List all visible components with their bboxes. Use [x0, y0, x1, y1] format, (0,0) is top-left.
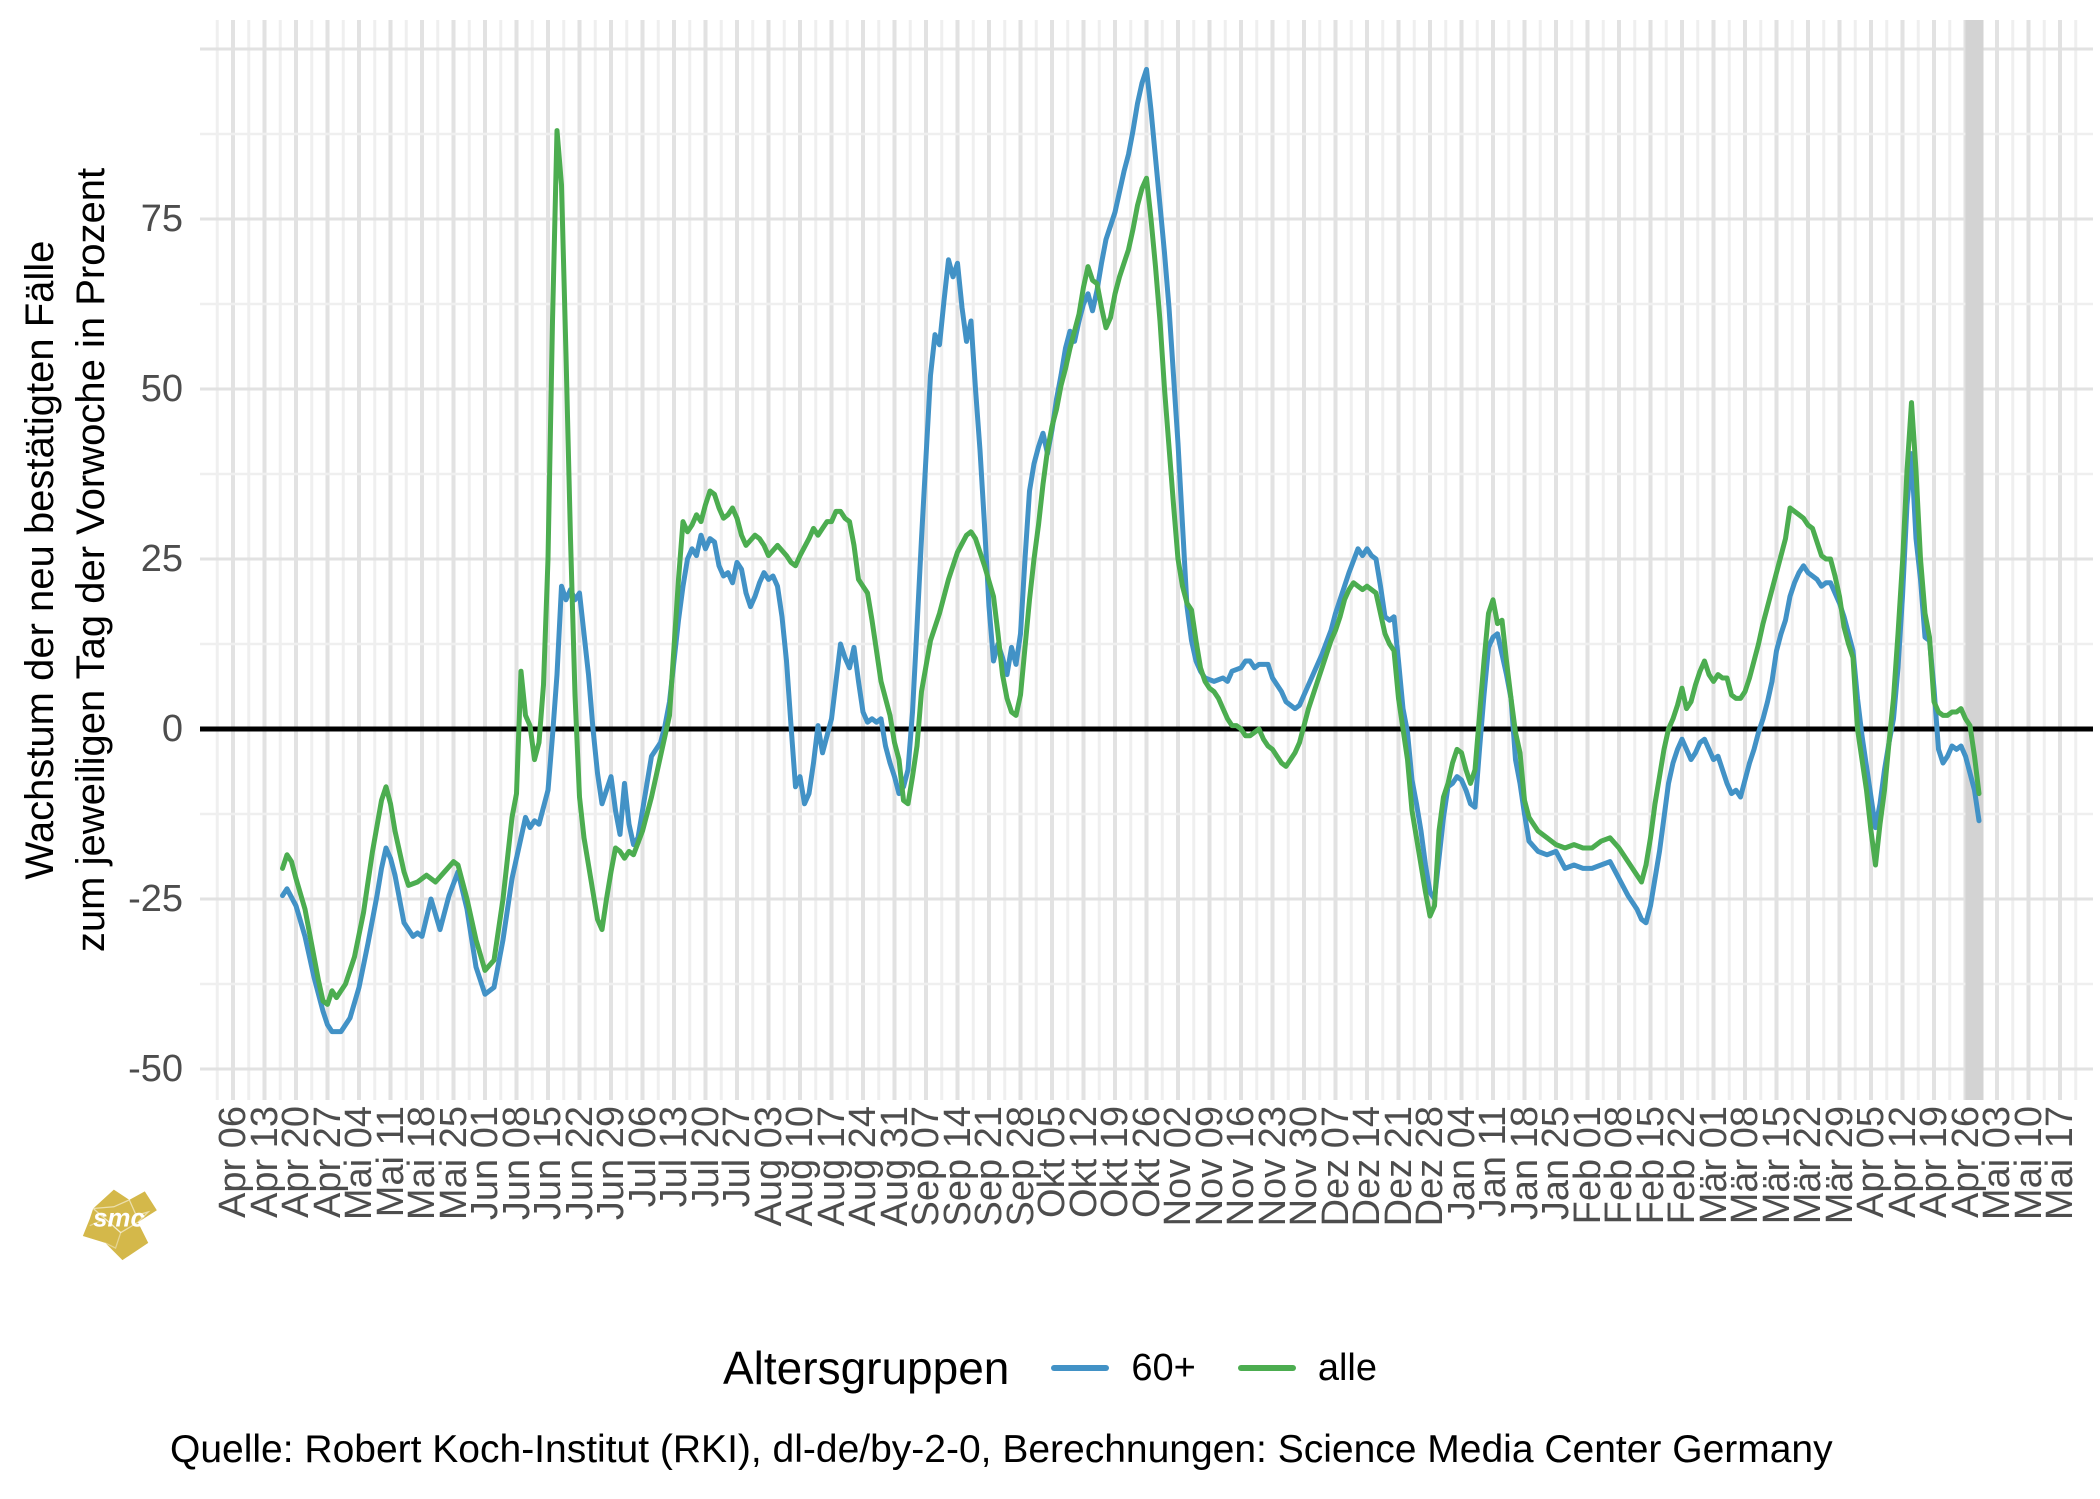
line-series-60plus: [280, 66, 1982, 1035]
line-series-alle: [280, 128, 1982, 1007]
legend-item-alle: alle: [1237, 1346, 1378, 1390]
y-axis-tick-label: 25: [140, 538, 183, 580]
x-axis-tick-label: Mai 17: [2039, 1106, 2081, 1221]
y-axis-tick-label: 75: [140, 198, 183, 240]
recent-data-highlight-band: [1965, 20, 1984, 1100]
legend-key-alle-line-icon: [1237, 1365, 1296, 1371]
smc-logo-text: smc: [93, 1205, 145, 1233]
legend-title: Altersgruppen: [722, 1342, 1010, 1394]
legend: Altersgruppen 60+ alle: [0, 1336, 2100, 1400]
y-axis-tick-label: -50: [128, 1048, 183, 1090]
y-axis-title-line1: Wachstum der neu bestätigten Fälle: [18, 240, 62, 880]
y-axis-tick-label: 0: [161, 708, 183, 750]
y-axis-tick-label: -25: [128, 878, 183, 920]
legend-key-60plus-line-icon: [1051, 1365, 1110, 1371]
legend-label-alle: alle: [1317, 1346, 1378, 1389]
smc-logo: smc: [82, 1189, 157, 1261]
legend-item-60plus: 60+: [1051, 1346, 1196, 1390]
y-axis-tick-label: 50: [140, 368, 183, 410]
legend-label-60plus: 60+: [1131, 1346, 1196, 1389]
source-caption: Quelle: Robert Koch-Institut (RKI), dl-d…: [170, 1428, 1833, 1471]
